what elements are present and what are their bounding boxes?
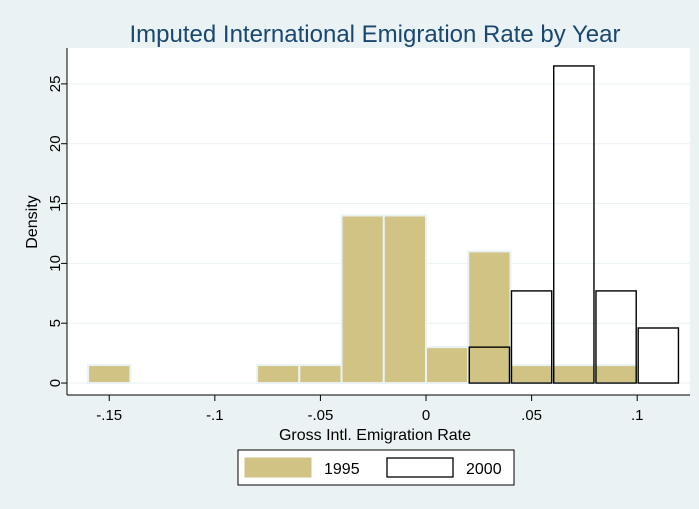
bar-1995 [467, 250, 512, 385]
bar-2000 [553, 65, 595, 384]
legend: 1995 2000 [237, 449, 515, 486]
bar-2000 [468, 346, 511, 384]
y-tick-label: 15 [47, 195, 64, 212]
bar-1995 [425, 346, 470, 385]
x-axis: -.15 -.1 -.05 0 .05 .1 [67, 394, 690, 424]
x-tick-label: -.1 [206, 407, 224, 424]
bar-1995 [593, 364, 639, 385]
y-axis: 0 5 10 15 20 25 [47, 48, 68, 395]
bar-1995 [87, 364, 132, 385]
legend-swatch-2000 [386, 457, 454, 478]
bar-1995 [509, 364, 554, 385]
y-tick-label: 25 [47, 76, 64, 93]
chart-title: Imputed International Emigration Rate by… [130, 21, 621, 48]
legend-label-1995: 1995 [324, 461, 360, 478]
y-axis-label: Density [24, 195, 41, 248]
bar-2000 [510, 290, 553, 384]
bar-1995 [256, 364, 301, 385]
bar-2000 [595, 290, 637, 384]
bar-1995 [551, 364, 596, 385]
x-tick-label: -.05 [307, 407, 333, 424]
x-tick-label: .1 [631, 407, 644, 424]
x-tick-label: 0 [422, 407, 430, 424]
bar-1995 [298, 364, 343, 385]
bar-2000 [637, 327, 680, 384]
legend-swatch-1995 [244, 457, 312, 478]
y-tick-label: 0 [47, 379, 64, 387]
legend-label-2000: 2000 [466, 461, 502, 478]
series-1995 [87, 214, 639, 385]
bar-1995 [382, 214, 428, 385]
bar-1995 [340, 214, 385, 385]
y-tick-label: 20 [47, 135, 64, 152]
x-tick-label: .05 [521, 407, 542, 424]
y-tick-label: 10 [47, 255, 64, 272]
y-tick-label: 5 [47, 319, 64, 327]
x-axis-label: Gross Intl. Emigration Rate [279, 427, 471, 444]
series-2000 [468, 65, 680, 384]
x-tick-label: -.15 [96, 407, 122, 424]
